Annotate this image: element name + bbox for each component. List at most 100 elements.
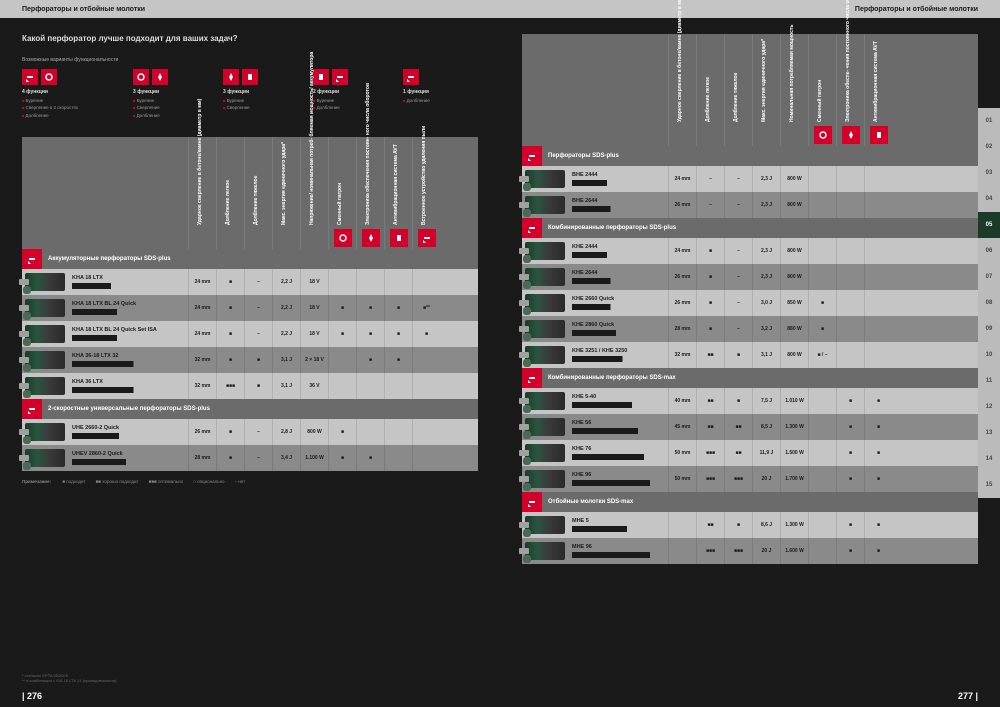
data-cell: 7,5 J (752, 388, 780, 414)
data-cell: 20 J (752, 538, 780, 564)
product-name: KHE 96 (572, 472, 664, 478)
data-cell: 26 mm (668, 290, 696, 316)
data-cell: ■ (808, 290, 836, 316)
column-header: Ударное сверление в бетоне/камне (диамет… (188, 137, 216, 249)
legend-item: ■■■ оптимально (149, 479, 183, 484)
product-image (522, 466, 568, 492)
section-title: Аккумуляторные перфораторы SDS-plus (48, 256, 171, 262)
data-cell (384, 445, 412, 471)
header-title: Перфораторы и отбойные молотки (855, 6, 978, 13)
data-cell: ■ / – (808, 342, 836, 368)
section-tab-01[interactable]: 01 (978, 108, 1000, 134)
data-cell: ■■■ (696, 440, 724, 466)
section-tab-09[interactable]: 09 (978, 316, 1000, 342)
data-cell: ■ (864, 466, 892, 492)
data-cell: ■■■ (724, 538, 752, 564)
data-cell: 2,3 J (752, 192, 780, 218)
data-cell: – (724, 238, 752, 264)
section-tab-06[interactable]: 06 (978, 238, 1000, 264)
data-cell: 2,2 J (272, 269, 300, 295)
data-cell (864, 264, 892, 290)
data-cell: ■ (836, 466, 864, 492)
data-cell (384, 419, 412, 445)
product-name: KHA 18 LTX BL 24 Quick Set ISA (72, 327, 184, 333)
section-tab-14[interactable]: 14 (978, 446, 1000, 472)
product-bar (72, 361, 184, 367)
data-cell: – (696, 166, 724, 192)
data-cell: 24 mm (668, 238, 696, 264)
data-cell (808, 512, 836, 538)
data-cell: 32 mm (188, 373, 216, 399)
section-tab-07[interactable]: 07 (978, 264, 1000, 290)
data-cell: ■ (384, 295, 412, 321)
data-cell: 28 mm (668, 316, 696, 342)
product-name: BHE 2444 (572, 172, 664, 178)
data-cell (836, 342, 864, 368)
data-cell: ■ (836, 440, 864, 466)
section-tab-12[interactable]: 12 (978, 394, 1000, 420)
product-bar (572, 304, 664, 310)
data-cell: – (244, 321, 272, 347)
section-title: Комбинированные перфораторы SDS-max (548, 375, 676, 381)
section-tab-11[interactable]: 11 (978, 368, 1000, 394)
product-name-cell: KHE 96 (568, 466, 668, 492)
function-icon (152, 69, 168, 85)
data-cell: ■■ (724, 414, 752, 440)
section-tab-03[interactable]: 03 (978, 160, 1000, 186)
data-cell: 18 V (300, 269, 328, 295)
column-header: Встроенное устройство удаления пыли (412, 137, 440, 249)
product-name-cell: MHE 96 (568, 538, 668, 564)
product-bar (572, 526, 664, 532)
section-tab-02[interactable]: 02 (978, 134, 1000, 160)
data-cell: ■ (216, 419, 244, 445)
data-cell (864, 192, 892, 218)
data-cell: ■ (384, 321, 412, 347)
product-name-cell: KHA 18 LTX (68, 269, 188, 295)
section-tab-04[interactable]: 04 (978, 186, 1000, 212)
section-tab-10[interactable]: 10 (978, 342, 1000, 368)
right-table: Ударное сверление в бетоне/камне (диамет… (522, 34, 978, 564)
data-cell: 1.100 W (300, 445, 328, 471)
product-bar (572, 252, 664, 258)
data-cell: 26 mm (188, 419, 216, 445)
product-bar (572, 402, 664, 408)
column-header: Макс. энергия единичного удара* (752, 34, 780, 146)
data-cell: ■ (836, 414, 864, 440)
column-header: Ударное сверление в бетоне/камне (диамет… (668, 34, 696, 146)
data-cell: 2,3 J (752, 264, 780, 290)
data-cell: ■ (724, 388, 752, 414)
column-header: Антивибрационная система AVT (384, 137, 412, 249)
product-image (522, 192, 568, 218)
product-bar (72, 335, 184, 341)
section-tab-08[interactable]: 08 (978, 290, 1000, 316)
product-name: UHE 2660-2 Quick (72, 425, 184, 431)
product-name-cell: KHE 76 (568, 440, 668, 466)
product-image (522, 538, 568, 564)
data-cell (808, 192, 836, 218)
data-cell (328, 269, 356, 295)
data-cell: 8,5 J (752, 414, 780, 440)
data-cell: 800 W (300, 419, 328, 445)
data-cell (356, 373, 384, 399)
data-cell: 1.300 W (780, 512, 808, 538)
section-title: Отбойные молотки SDS-max (548, 499, 633, 505)
data-cell: ■ (864, 512, 892, 538)
table-row: KHA 36 LTX 32 mm■■■■3,1 J36 V (22, 373, 478, 399)
legend-item: ■■ хорошо подходит (96, 479, 139, 484)
table-row: MHE 96 ■■■■■■20 J1.600 W■■ (522, 538, 978, 564)
section-tab-13[interactable]: 13 (978, 420, 1000, 446)
data-cell: ■ (836, 388, 864, 414)
table-row: KHE 3251 / KHE 3250 32 mm■■■3,1 J800 W■ … (522, 342, 978, 368)
function-icon (313, 69, 329, 85)
section-tab-15[interactable]: 15 (978, 472, 1000, 498)
product-bar (72, 433, 184, 439)
data-cell (356, 419, 384, 445)
section-tab-05[interactable]: 05 (978, 212, 1000, 238)
function-item: Долбление (403, 97, 430, 104)
product-name-cell: KHA 36-18 LTX 32 (68, 347, 188, 373)
product-bar (572, 356, 664, 362)
section-header: Аккумуляторные перфораторы SDS-plus (22, 249, 478, 269)
data-cell: ■ (864, 538, 892, 564)
product-name-cell: KHE 5-40 (568, 388, 668, 414)
product-image (522, 342, 568, 368)
